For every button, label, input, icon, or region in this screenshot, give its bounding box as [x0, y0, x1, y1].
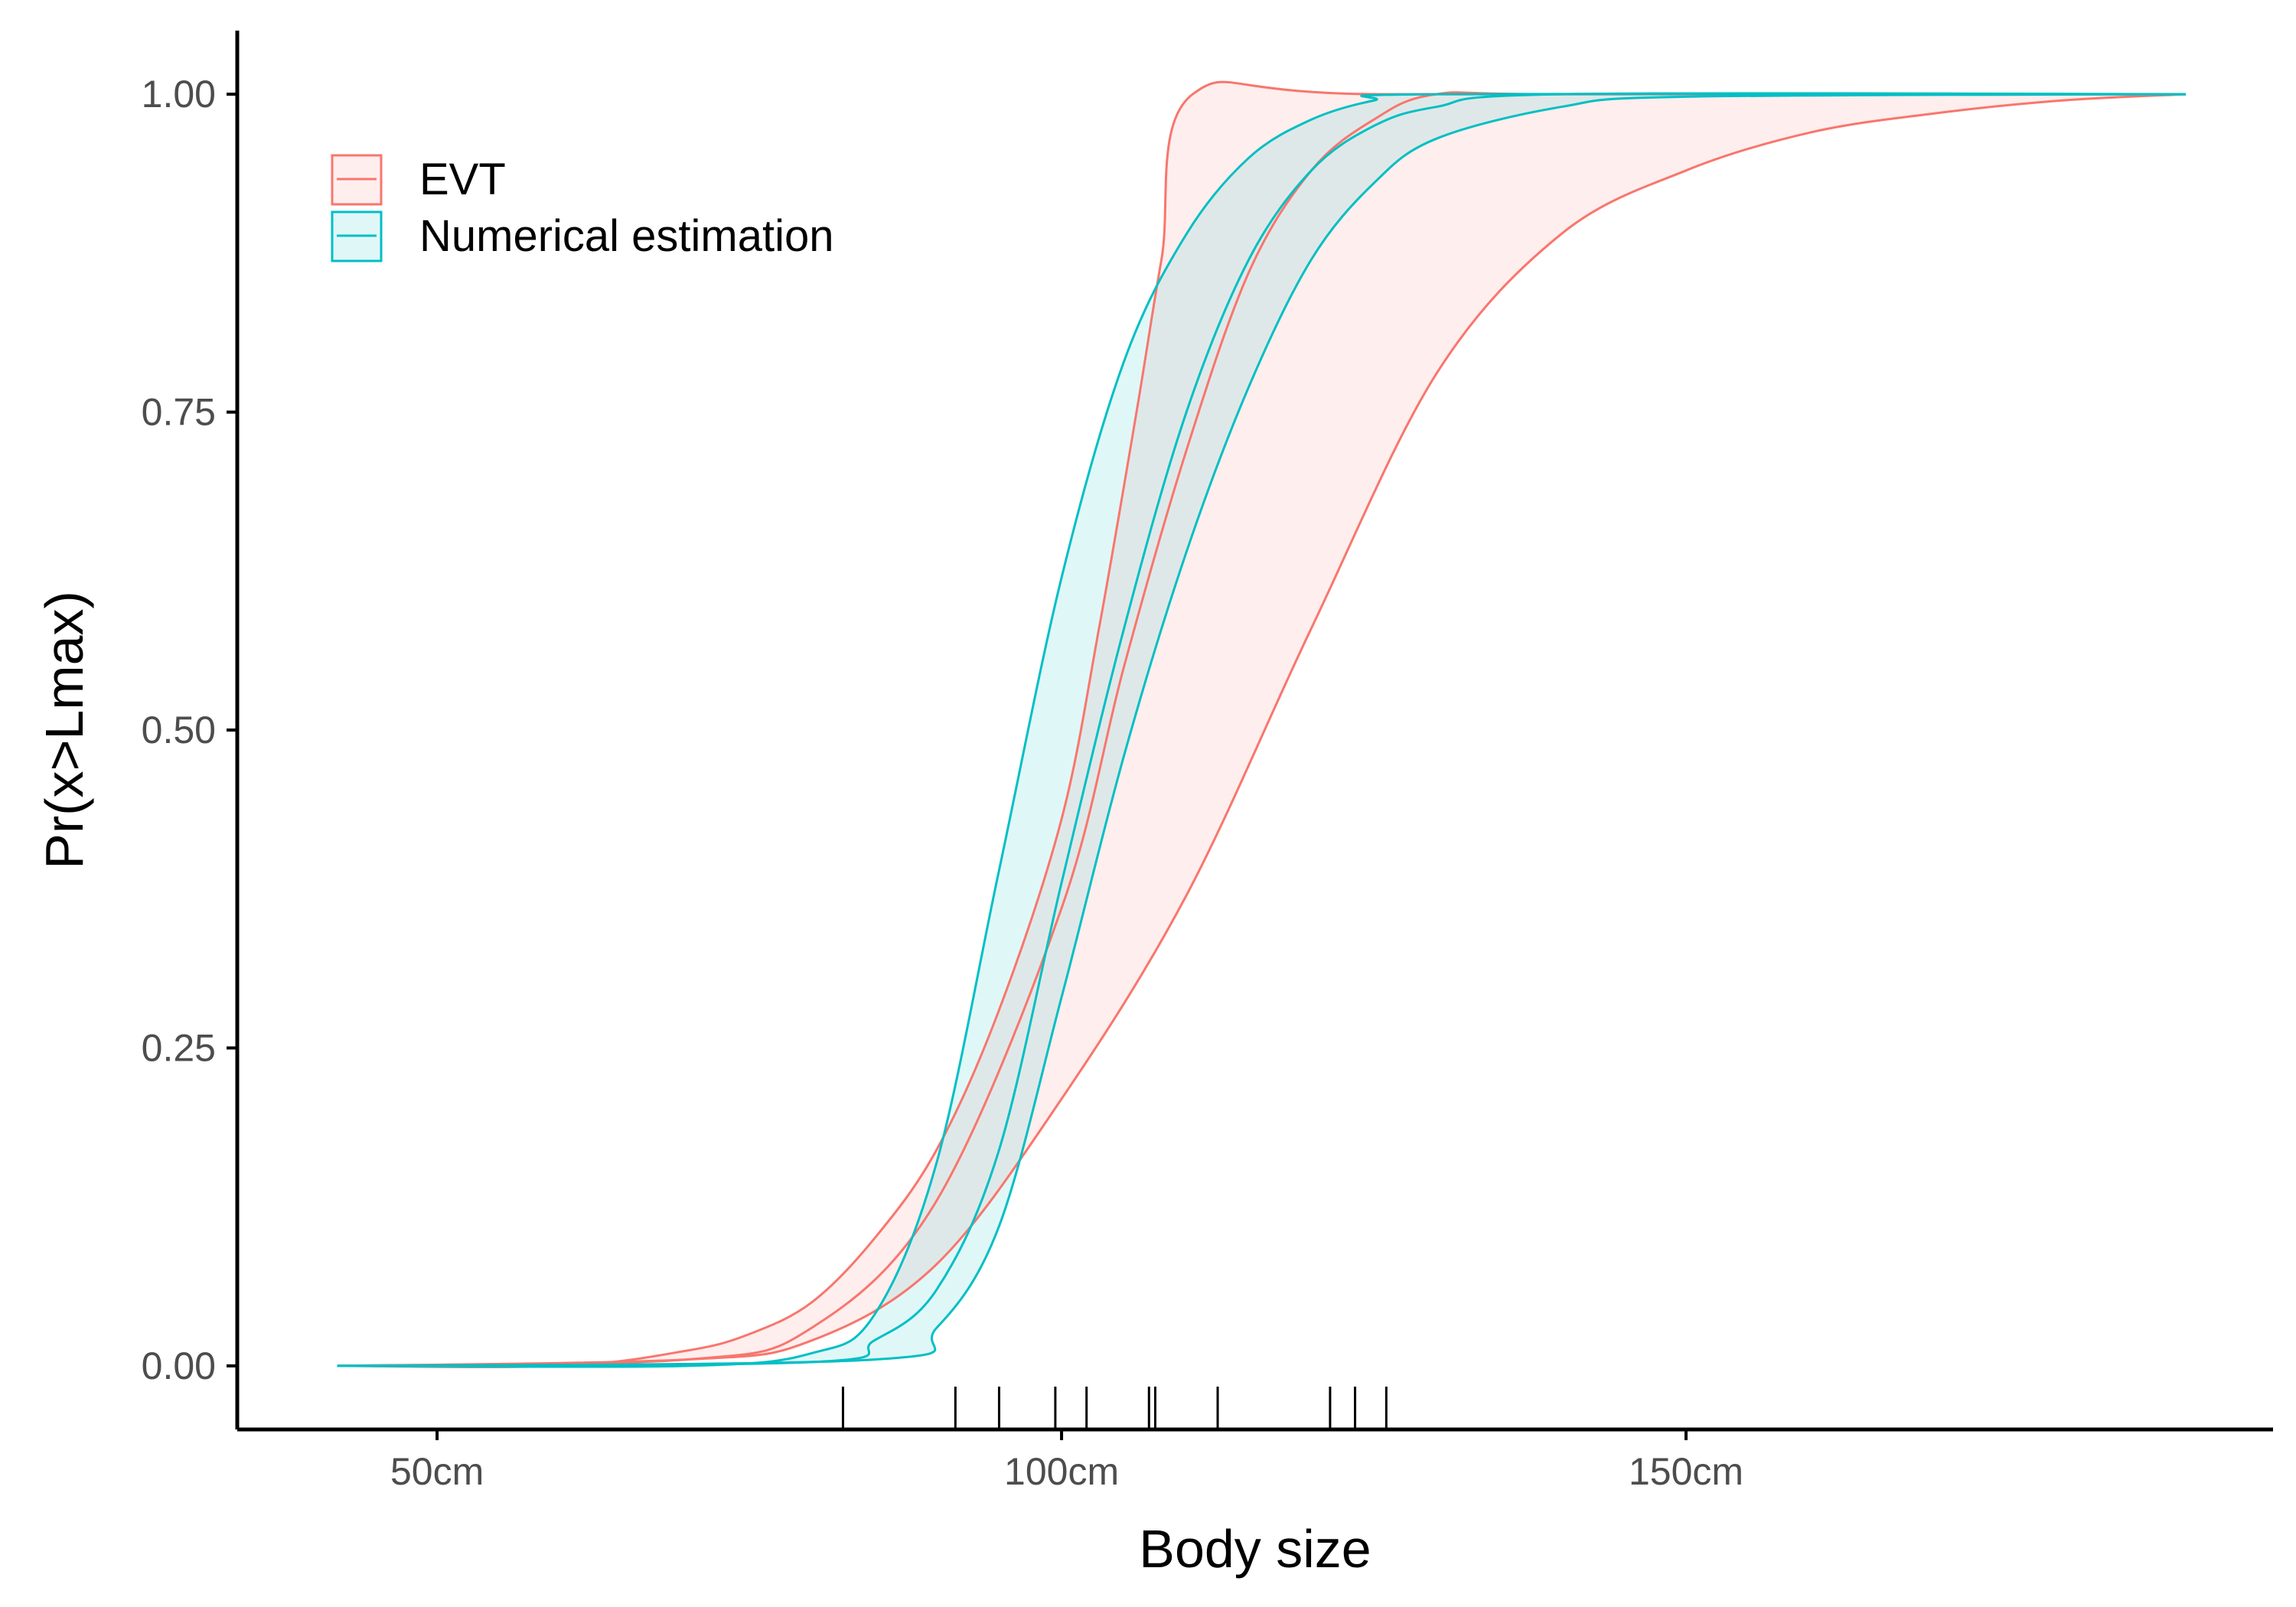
legend-item-numerical: Numerical estimation: [331, 210, 834, 262]
y-tick-label: 1.00: [142, 73, 216, 116]
y-tick-label: 0.25: [142, 1026, 216, 1069]
numerical-ribbon: [337, 93, 2186, 1367]
numerical-lower-line: [337, 93, 2186, 1367]
evt-lower-line: [337, 93, 2186, 1367]
y-tick-label: 0.50: [142, 709, 216, 751]
rug-marks: [841, 1387, 1388, 1429]
numerical-median-line: [337, 92, 2186, 1367]
legend-item-evt: EVT: [331, 154, 506, 206]
x-tick-label: 100cm: [1004, 1450, 1119, 1493]
evt-upper-line: [337, 80, 2186, 1368]
x-tick-label: 150cm: [1629, 1450, 1743, 1493]
axes: 0.00 0.25 0.50 0.75 1.00 50cm 100cm 150cm: [142, 31, 2273, 1493]
plot-area: [337, 80, 2186, 1368]
evt-ribbon: [337, 82, 2186, 1367]
y-tick-label: 0.00: [142, 1345, 216, 1387]
legend: EVT Numerical estimation: [331, 154, 834, 262]
legend-label-numerical: Numerical estimation: [419, 211, 834, 261]
numerical-upper-line: [337, 92, 2186, 1368]
y-axis-title: Pr(x>Lmax): [34, 591, 94, 869]
y-tick-label: 0.75: [142, 391, 216, 434]
x-axis-title: Body size: [1139, 1519, 1371, 1579]
x-tick-label: 50cm: [390, 1450, 484, 1493]
legend-label-evt: EVT: [419, 155, 506, 204]
